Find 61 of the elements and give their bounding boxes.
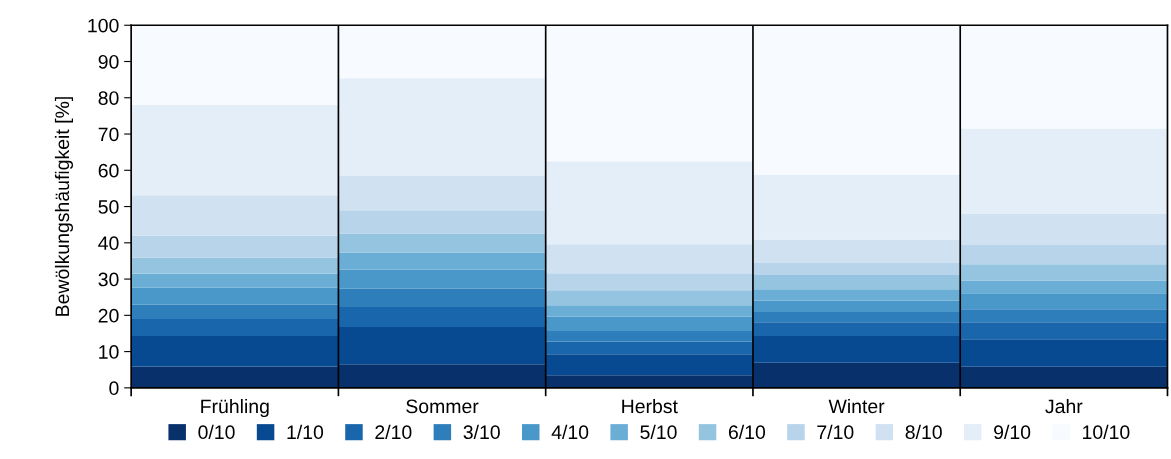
bar xyxy=(545,354,753,376)
legend-label: 8/10 xyxy=(905,424,942,440)
bar xyxy=(752,239,961,264)
legend-label: 2/10 xyxy=(375,424,412,440)
x-tick-label: Frühling xyxy=(201,398,269,418)
bar xyxy=(545,290,753,306)
bar xyxy=(338,233,546,253)
legend-label: 5/10 xyxy=(640,424,677,440)
y-axis-title: Bewölkungshäufigkeit [%] xyxy=(54,97,74,316)
bar xyxy=(752,362,961,388)
x-tick-label: Winter xyxy=(828,398,885,414)
legend-label: 4/10 xyxy=(551,424,589,440)
legend-label: 1/10 xyxy=(287,424,324,440)
bar xyxy=(960,280,1168,294)
bar xyxy=(131,273,339,288)
legend-label: 7/10 xyxy=(817,424,854,440)
y-tick-label: 70 xyxy=(98,127,119,142)
bar xyxy=(131,257,339,274)
bar xyxy=(338,210,546,234)
bar xyxy=(752,336,961,363)
bar xyxy=(752,322,961,336)
bar xyxy=(960,293,1168,310)
bar xyxy=(960,339,1168,367)
bar xyxy=(960,244,1168,265)
y-tick-label: 40 xyxy=(98,236,119,251)
bar xyxy=(545,305,753,317)
bar xyxy=(960,309,1168,323)
bar xyxy=(545,330,753,342)
bar xyxy=(960,322,1168,340)
x-tick-label: Sommer xyxy=(406,399,479,414)
legend-label: 0/10 xyxy=(198,424,235,440)
y-tick-label: 10 xyxy=(99,345,119,359)
bar xyxy=(752,263,961,276)
y-tick-label: 50 xyxy=(98,200,119,214)
y-tick-label: 90 xyxy=(98,54,119,69)
legend-label: 3/10 xyxy=(463,424,500,440)
legend-label: 10/10 xyxy=(1083,424,1130,440)
y-tick-label: 100 xyxy=(88,18,119,33)
bar xyxy=(545,375,753,388)
y-tick-label: 30 xyxy=(98,272,119,287)
x-tick-label: Jahr xyxy=(1045,398,1083,414)
x-tick-label: Herbst xyxy=(622,398,678,414)
bar xyxy=(960,366,1168,388)
bar xyxy=(545,341,753,355)
bar xyxy=(338,252,546,270)
y-tick-label: 20 xyxy=(98,308,119,323)
legend-label: 6/10 xyxy=(728,424,766,440)
bar xyxy=(545,316,753,331)
bar xyxy=(960,264,1168,281)
bar xyxy=(545,244,753,274)
y-tick-label: 80 xyxy=(98,91,119,105)
bar xyxy=(752,289,961,301)
y-tick-label: 60 xyxy=(98,163,119,178)
bar xyxy=(131,235,339,258)
bar xyxy=(752,312,961,323)
bar xyxy=(960,213,1168,245)
bar xyxy=(545,273,753,291)
bar xyxy=(752,275,961,290)
y-tick-label: 0 xyxy=(109,381,119,396)
bar xyxy=(752,300,961,313)
legend-label: 9/10 xyxy=(994,424,1031,440)
